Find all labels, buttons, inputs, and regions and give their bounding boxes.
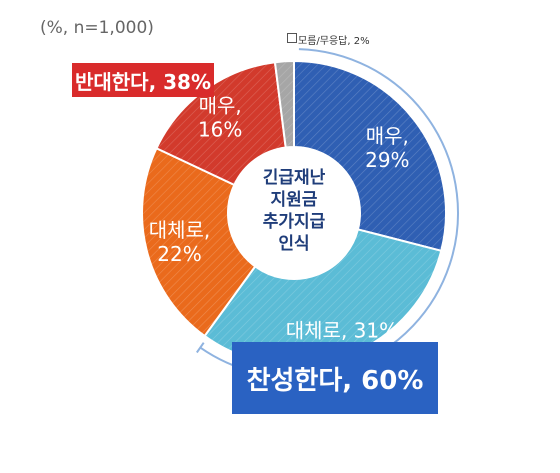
dont-know-marker [287,33,297,43]
slice-dont-know [273,59,295,149]
oppose-total-box: 반대한다, 38% [72,63,214,97]
slice-oppose-somewhat [141,146,257,338]
center-label: 긴급재난 지원금 추가지급 인식 [231,150,357,276]
slice-oppose-somewhat-label: 대체로, 22% [149,218,211,266]
slice-support-somewhat-label: 대체로, 31% [286,318,398,342]
support-bracket-end [196,342,205,354]
support-total-box: 찬성한다, 60% [232,342,438,414]
slice-oppose-strong-label: 매우, 16% [198,93,242,141]
donut-hole [231,150,357,276]
slice-support-strong [293,59,447,253]
sample-note: (%, n=1,000) [40,18,154,38]
slice-oppose-strong [155,61,287,187]
slice-support-somewhat [203,228,443,366]
slice-label-group: 매우, 29% 대체로, 31% 대체로, 22% 매우, 16% [149,93,410,342]
center-text: 긴급재난 지원금 추가지급 인식 [263,168,326,254]
slice-group [141,59,447,366]
slice-support-strong-label: 매우, 29% [365,124,409,172]
dont-know-label: 모름/무응답, 2% [298,36,370,47]
